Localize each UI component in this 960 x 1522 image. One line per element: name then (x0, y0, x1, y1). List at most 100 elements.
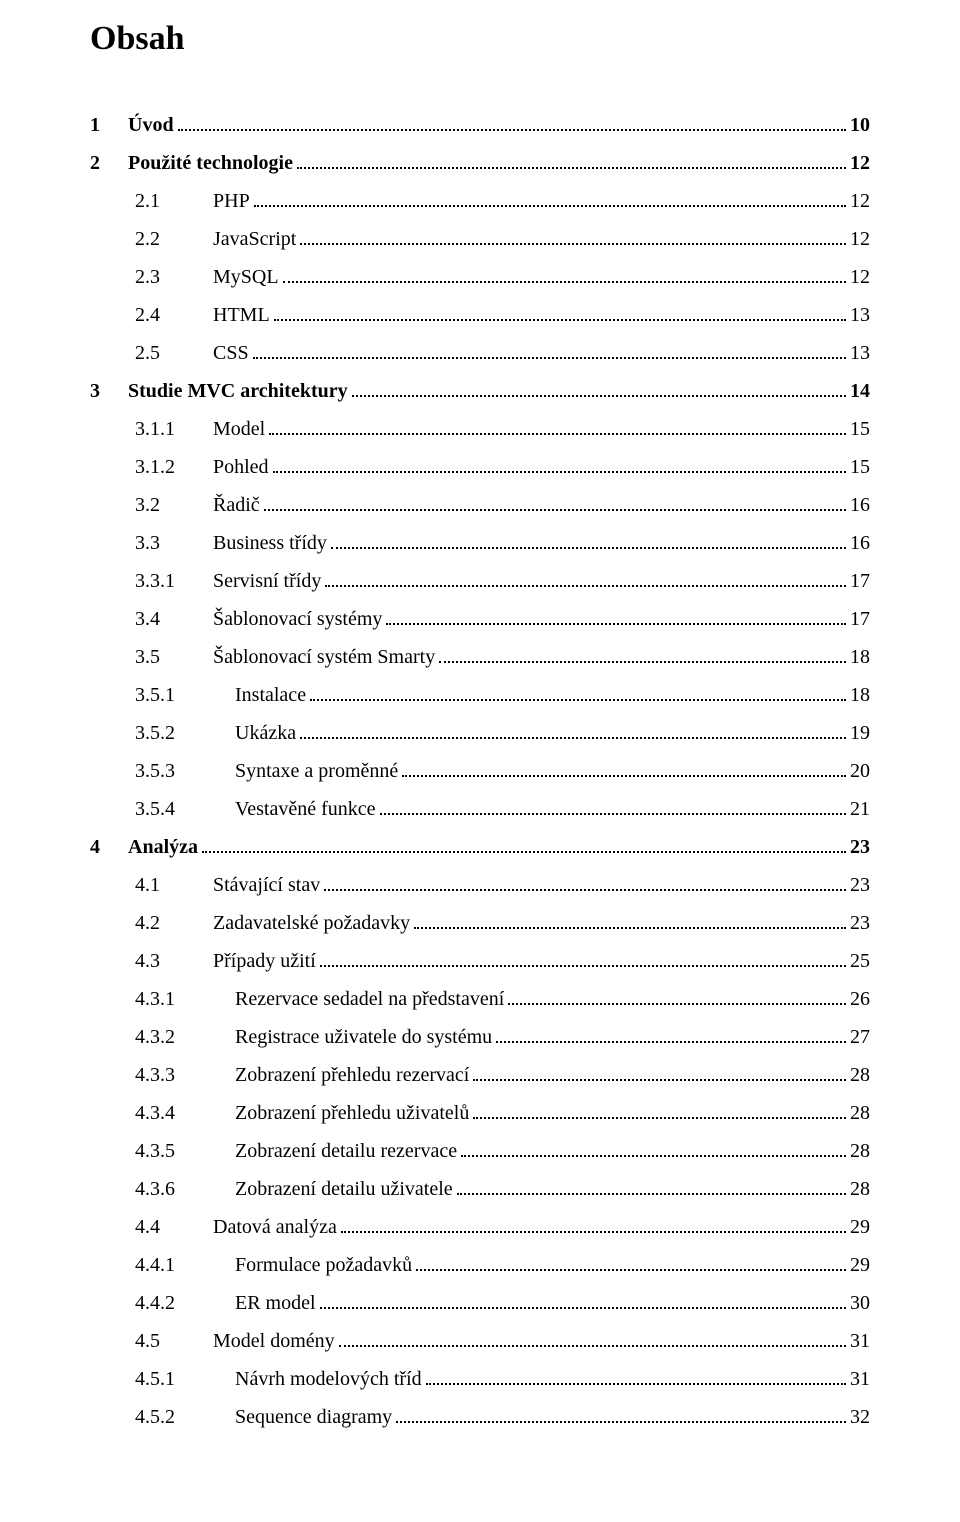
toc-entry-number: 4.5 (135, 1322, 213, 1360)
toc-entry-label: Případy užití (213, 942, 316, 980)
toc-entry-label: Rezervace sedadel na představení (235, 980, 504, 1018)
toc-entry: 2.5CSS13 (90, 334, 870, 372)
toc-entry-page: 17 (850, 600, 870, 638)
toc-entry-number: 2 (90, 144, 128, 182)
toc-entry-page: 12 (850, 144, 870, 182)
toc-entry: 3.1.2Pohled 15 (90, 448, 870, 486)
toc-entry-page: 12 (850, 220, 870, 258)
toc-entry-page: 14 (850, 372, 870, 410)
toc-entry: 3.4Šablonovací systémy17 (90, 600, 870, 638)
toc-entry-page: 16 (850, 486, 870, 524)
toc-entry-label: Registrace uživatele do systému (235, 1018, 492, 1056)
toc-entry-page: 15 (850, 410, 870, 448)
toc-entry-page: 12 (850, 182, 870, 220)
toc-entry-page: 28 (850, 1094, 870, 1132)
toc-leader-dots (254, 195, 846, 207)
toc-entry: 4.3.5Zobrazení detailu rezervace28 (90, 1132, 870, 1170)
toc-entry: 4.3.2Registrace uživatele do systému27 (90, 1018, 870, 1056)
toc-entry-page: 29 (850, 1246, 870, 1284)
toc-entry-page: 23 (850, 904, 870, 942)
toc-leader-dots (416, 1259, 846, 1271)
toc-leader-dots (297, 157, 846, 169)
toc-entry-number: 3.5.2 (135, 714, 235, 752)
toc-page: Obsah 1Úvod102Použité technologie122.1PH… (0, 0, 960, 1476)
toc-leader-dots (320, 1297, 846, 1309)
toc-entry: 2.1PHP 12 (90, 182, 870, 220)
toc-entry: 3.5Šablonovací systém Smarty18 (90, 638, 870, 676)
toc-entry-label: Návrh modelových tříd (235, 1360, 422, 1398)
toc-entry: 4.3.6Zobrazení detailu uživatele 28 (90, 1170, 870, 1208)
toc-entry-label: Zadavatelské požadavky (213, 904, 410, 942)
toc-entry-page: 16 (850, 524, 870, 562)
toc-leader-dots (339, 1335, 846, 1347)
toc-leader-dots (396, 1411, 846, 1423)
toc-entry-number: 4.3.1 (135, 980, 235, 1018)
toc-entry-page: 20 (850, 752, 870, 790)
toc-leader-dots (300, 727, 846, 739)
toc-entry-page: 31 (850, 1322, 870, 1360)
page-title: Obsah (90, 20, 870, 58)
toc-entry-page: 31 (850, 1360, 870, 1398)
toc-entry-number: 2.1 (135, 182, 213, 220)
toc-leader-dots (202, 841, 846, 853)
toc-entry-number: 3.4 (135, 600, 213, 638)
toc-entry: 3.5.3Syntaxe a proměnné20 (90, 752, 870, 790)
toc-entry-page: 15 (850, 448, 870, 486)
toc-entry: 3.1.1Model15 (90, 410, 870, 448)
toc-entry-page: 30 (850, 1284, 870, 1322)
toc-entry-number: 3.3 (135, 524, 213, 562)
toc-entry-number: 4.3.6 (135, 1170, 235, 1208)
toc-entry: 2.2JavaScript 12 (90, 220, 870, 258)
toc-leader-dots (325, 575, 846, 587)
toc-entry-number: 4.5.2 (135, 1398, 235, 1436)
toc-entry-page: 28 (850, 1170, 870, 1208)
toc-entry: 3.5.4Vestavěné funkce21 (90, 790, 870, 828)
toc-leader-dots (331, 537, 846, 549)
toc-leader-dots (439, 651, 846, 663)
toc-entry-label: JavaScript (213, 220, 296, 258)
toc-entry-label: PHP (213, 182, 250, 220)
toc-leader-dots (461, 1145, 846, 1157)
toc-entry-number: 3.5 (135, 638, 213, 676)
toc-leader-dots (269, 423, 846, 435)
toc-entry: 3.3Business třídy16 (90, 524, 870, 562)
toc-leader-dots (473, 1069, 846, 1081)
toc-entry-number: 3.5.3 (135, 752, 235, 790)
toc-entry-page: 23 (850, 828, 870, 866)
toc-leader-dots (496, 1031, 846, 1043)
toc-entry-number: 3.2 (135, 486, 213, 524)
toc-entry: 3Studie MVC architektury 14 (90, 372, 870, 410)
toc-entry: 4.4.2ER model30 (90, 1284, 870, 1322)
toc-entry-label: Použité technologie (128, 144, 293, 182)
toc-entry: 2.4HTML13 (90, 296, 870, 334)
toc-leader-dots (402, 765, 846, 777)
toc-entry-label: Studie MVC architektury (128, 372, 348, 410)
toc-entry: 1Úvod10 (90, 106, 870, 144)
toc-leader-dots (283, 271, 846, 283)
toc-entry-page: 28 (850, 1056, 870, 1094)
toc-entry-number: 4.2 (135, 904, 213, 942)
toc-entry-number: 4.4 (135, 1208, 213, 1246)
toc-entry: 3.5.2Ukázka19 (90, 714, 870, 752)
toc-entry-label: Instalace (235, 676, 306, 714)
toc-entry-number: 2.2 (135, 220, 213, 258)
toc-entry-label: Sequence diagramy (235, 1398, 392, 1436)
toc-entry-number: 2.5 (135, 334, 213, 372)
toc-entry-page: 18 (850, 676, 870, 714)
toc-entry-number: 4.3.2 (135, 1018, 235, 1056)
toc-leader-dots (508, 993, 846, 1005)
toc-entry-number: 3.1.1 (135, 410, 213, 448)
toc-entry-number: 3.1.2 (135, 448, 213, 486)
toc-entry-label: Šablonovací systém Smarty (213, 638, 435, 676)
toc-entry-label: Ukázka (235, 714, 296, 752)
toc-entry-number: 3 (90, 372, 128, 410)
toc-entry-label: Zobrazení přehledu uživatelů (235, 1094, 469, 1132)
toc-entry-label: Zobrazení detailu uživatele (235, 1170, 453, 1208)
toc-entry-label: Servisní třídy (213, 562, 321, 600)
toc-entry-label: CSS (213, 334, 249, 372)
toc-entry-page: 29 (850, 1208, 870, 1246)
toc-entry-label: Pohled (213, 448, 269, 486)
toc-entry: 3.5.1Instalace18 (90, 676, 870, 714)
toc-entry-number: 2.3 (135, 258, 213, 296)
toc-entry-page: 25 (850, 942, 870, 980)
